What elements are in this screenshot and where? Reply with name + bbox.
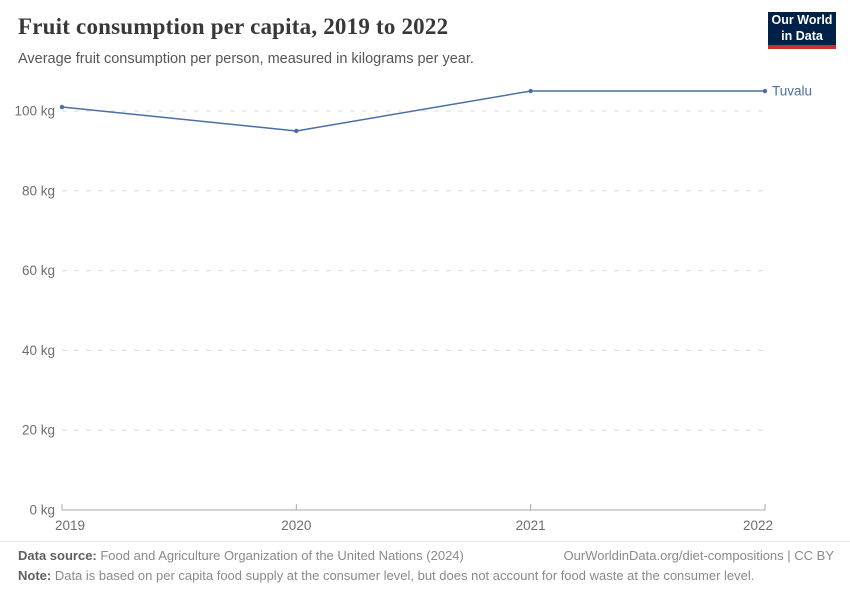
note-label: Note: [18, 568, 52, 583]
data-source-text: Food and Agriculture Organization of the… [96, 548, 464, 563]
x-tick-label: 2022 [743, 518, 773, 533]
note-text: Data is based on per capita food supply … [51, 568, 755, 583]
chart-subtitle: Average fruit consumption per person, me… [18, 51, 474, 67]
y-tick-label: 20 kg [22, 423, 55, 438]
series-end-label[interactable]: Tuvalu [772, 84, 812, 99]
x-tick-label: 2019 [55, 518, 85, 533]
owid-logo-line1: Our World [771, 13, 833, 28]
y-tick-label: 60 kg [22, 263, 55, 278]
x-tick-label: 2021 [516, 518, 546, 533]
data-point[interactable] [294, 128, 299, 134]
series-line [61, 90, 765, 132]
data-point[interactable] [528, 88, 533, 94]
owid-logo-line2: in Data [781, 28, 823, 43]
data-source-label: Data source: [18, 548, 97, 563]
line-chart[interactable]: 0 kg 20 kg 40 kg 60 kg 80 kg 100 kg 2019 2020 20… [0, 75, 850, 540]
y-tick-label: 0 kg [29, 503, 55, 518]
owid-link[interactable]: OurWorldinData.org/diet-compositions | C… [563, 548, 834, 563]
data-point[interactable] [762, 88, 768, 94]
footer-divider [0, 541, 850, 542]
y-tick-label: 80 kg [22, 183, 55, 198]
x-tick-label: 2020 [281, 518, 311, 533]
data-point[interactable] [59, 104, 65, 110]
y-tick-label: 100 kg [14, 104, 55, 119]
note-line: Note: Data is based on per capita food s… [18, 568, 754, 583]
page-title: Fruit consumption per capita, 2019 to 20… [18, 14, 449, 39]
data-source-line: Data source: Food and Agriculture Organi… [18, 548, 464, 563]
owid-logo[interactable]: Our World in Data [768, 12, 836, 49]
y-tick-label: 40 kg [22, 343, 55, 358]
